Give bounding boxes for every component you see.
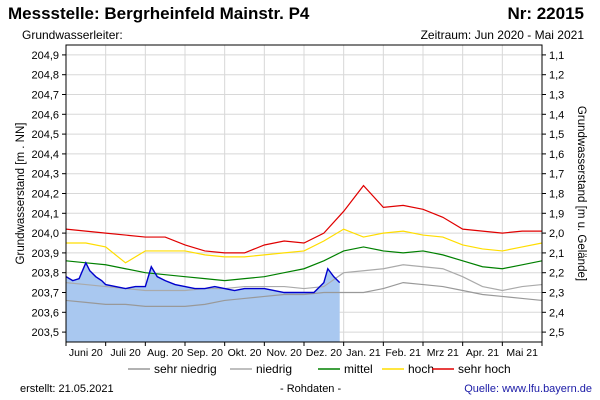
period-label: Zeitraum: Jun 2020 - Mai 2021 (420, 28, 584, 42)
y-tick-label-right: 1,6 (549, 149, 564, 161)
x-tick-label: Mai 21 (506, 347, 538, 359)
x-tick-label: Aug. 20 (147, 347, 183, 359)
raw-data-note: - Rohdaten - (280, 383, 342, 395)
x-tick-label: Juli 20 (110, 347, 141, 359)
legend-label: hoch (408, 362, 434, 376)
y-tick-label-left: 204,5 (31, 129, 59, 141)
y-tick-label-left: 204,9 (31, 50, 59, 62)
y-tick-label-right: 2,5 (549, 327, 564, 339)
x-tick-label: Sep. 20 (187, 347, 223, 359)
y-tick-label-right: 1,2 (549, 70, 564, 82)
y-tick-label-left: 204,1 (31, 208, 59, 220)
plot-frame (65, 44, 543, 343)
created-date: erstellt: 21.05.2021 (20, 383, 114, 395)
x-tick-label: Okt. 20 (228, 347, 262, 359)
measured-area (66, 262, 340, 342)
y-tick-label-right: 2,3 (549, 288, 564, 300)
page-title: Messstelle: Bergrheinfeld Mainstr. P4 (8, 4, 310, 23)
series-line-sehr-niedrig (65, 281, 543, 307)
source-link[interactable]: www.lfu.bayern.de (502, 383, 592, 395)
x-tick-label: Juni 20 (69, 347, 103, 359)
legend-label: mittel (344, 362, 373, 376)
y-tick-label-left: 204,0 (31, 228, 59, 240)
y-tick-label-left: 204,2 (31, 189, 59, 201)
y-tick-label-right: 2,2 (549, 268, 564, 280)
y-tick-label-right: 1,5 (549, 129, 564, 141)
y-tick-label-left: 204,7 (31, 90, 59, 102)
y-tick-label-right: 1,8 (549, 189, 564, 201)
x-tick-label: Dez. 20 (306, 347, 342, 359)
series-line-hoch (66, 228, 543, 264)
source-label: Quelle: (464, 383, 500, 395)
legend-label: niedrig (256, 362, 292, 376)
y-axis-title-left: Grundwasserstand [m . NN] (15, 123, 27, 265)
y-tick-label-right: 2,1 (549, 248, 564, 260)
y-tick-label-right: 1,4 (549, 109, 564, 121)
y-tick-label-right: 2,0 (549, 228, 564, 240)
x-tick-label: Mrz 21 (427, 347, 459, 359)
y-tick-label-right: 1,1 (549, 50, 564, 62)
y-tick-label-left: 204,8 (31, 70, 59, 82)
y-tick-label-left: 204,4 (31, 149, 59, 161)
station-number: Nr: 22015 (507, 4, 584, 23)
x-tick-label: Feb. 21 (385, 347, 421, 359)
x-tick-label: Nov. 20 (266, 347, 302, 359)
y-tick-label-left: 203,8 (31, 268, 59, 280)
y-tick-label-right: 1,9 (549, 208, 564, 220)
y-tick-label-right: 1,7 (549, 169, 564, 181)
aquifer-label: Grundwasserleiter: (22, 28, 123, 42)
y-tick-label-left: 204,3 (31, 169, 59, 181)
y-tick-label-right: 1,3 (549, 90, 564, 102)
legend-label: sehr hoch (458, 362, 511, 376)
series-line-measured (65, 261, 341, 294)
series-line-sehr-hoch (65, 184, 542, 254)
series-line-niedrig (65, 264, 543, 292)
y-tick-label-left: 203,7 (31, 288, 59, 300)
legend-label: sehr niedrig (154, 362, 217, 376)
source-credit: Quelle: www.lfu.bayern.de (464, 383, 592, 395)
y-tick-label-left: 203,5 (31, 327, 59, 339)
y-tick-label-left: 203,6 (31, 307, 59, 319)
x-tick-label: Apr. 21 (466, 347, 499, 359)
series-line-mittel (65, 246, 543, 282)
y-axis-title-right: Grundwasserstand [m u. Gelände] (575, 106, 587, 281)
y-tick-label-left: 204,6 (31, 109, 59, 121)
x-tick-label: Jan. 21 (346, 347, 381, 359)
y-tick-label-right: 2,4 (549, 307, 564, 319)
y-tick-label-left: 203,9 (31, 248, 59, 260)
